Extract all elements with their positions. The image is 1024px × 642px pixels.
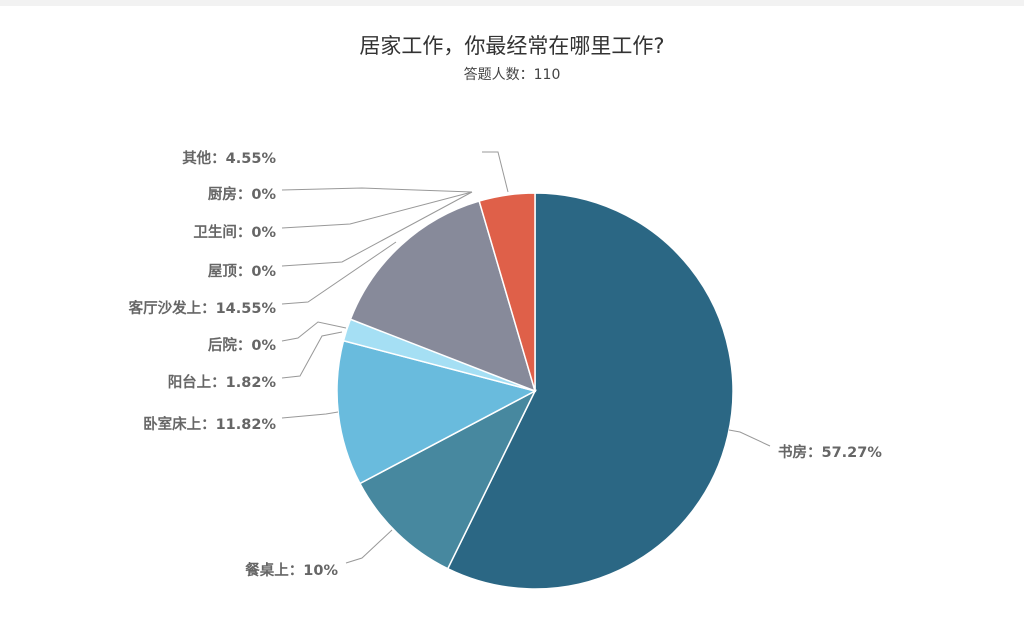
leader-line	[345, 529, 393, 564]
slice-label: 其他：4.55%	[182, 149, 276, 167]
leader-lines	[281, 151, 771, 564]
leader-line	[281, 331, 343, 379]
slice-label: 屋顶：0%	[208, 263, 277, 280]
leader-line	[281, 241, 397, 305]
slice-9	[478, 192, 536, 392]
leader-line	[281, 321, 347, 342]
chart-title: 居家工作，你最经常在哪里工作?	[359, 34, 665, 58]
slice-label: 客厅沙发上：14.55%	[128, 299, 277, 317]
slice-label: 卫生间：0%	[193, 223, 276, 241]
leader-line	[281, 411, 339, 419]
slice-1	[358, 389, 537, 570]
chart-subtitle: 答题人数：110	[463, 67, 561, 83]
leader-line	[281, 191, 473, 229]
slice-label: 餐桌上：10%	[245, 561, 338, 579]
slice-label: 卧室床上：11.82%	[143, 415, 276, 433]
top-bar	[0, 0, 1024, 6]
slice-labels: 书房：57.27% 餐桌上：10% 卧室床上：11.82% 阳台上：1.82% 后院：0…	[128, 149, 883, 579]
slice-label: 厨房：0%	[208, 185, 277, 203]
leader-line	[728, 429, 771, 447]
slice-label: 阳台上：1.82%	[168, 373, 277, 391]
leader-line	[281, 191, 473, 267]
slice-5	[349, 200, 537, 393]
slice-label: 书房：57.27%	[778, 443, 882, 461]
leader-line	[482, 151, 509, 193]
slice-0	[446, 192, 734, 590]
leader-line	[281, 187, 473, 193]
pie-slices	[336, 192, 734, 590]
slice-2	[336, 339, 538, 485]
slice-label: 后院：0%	[208, 336, 277, 354]
